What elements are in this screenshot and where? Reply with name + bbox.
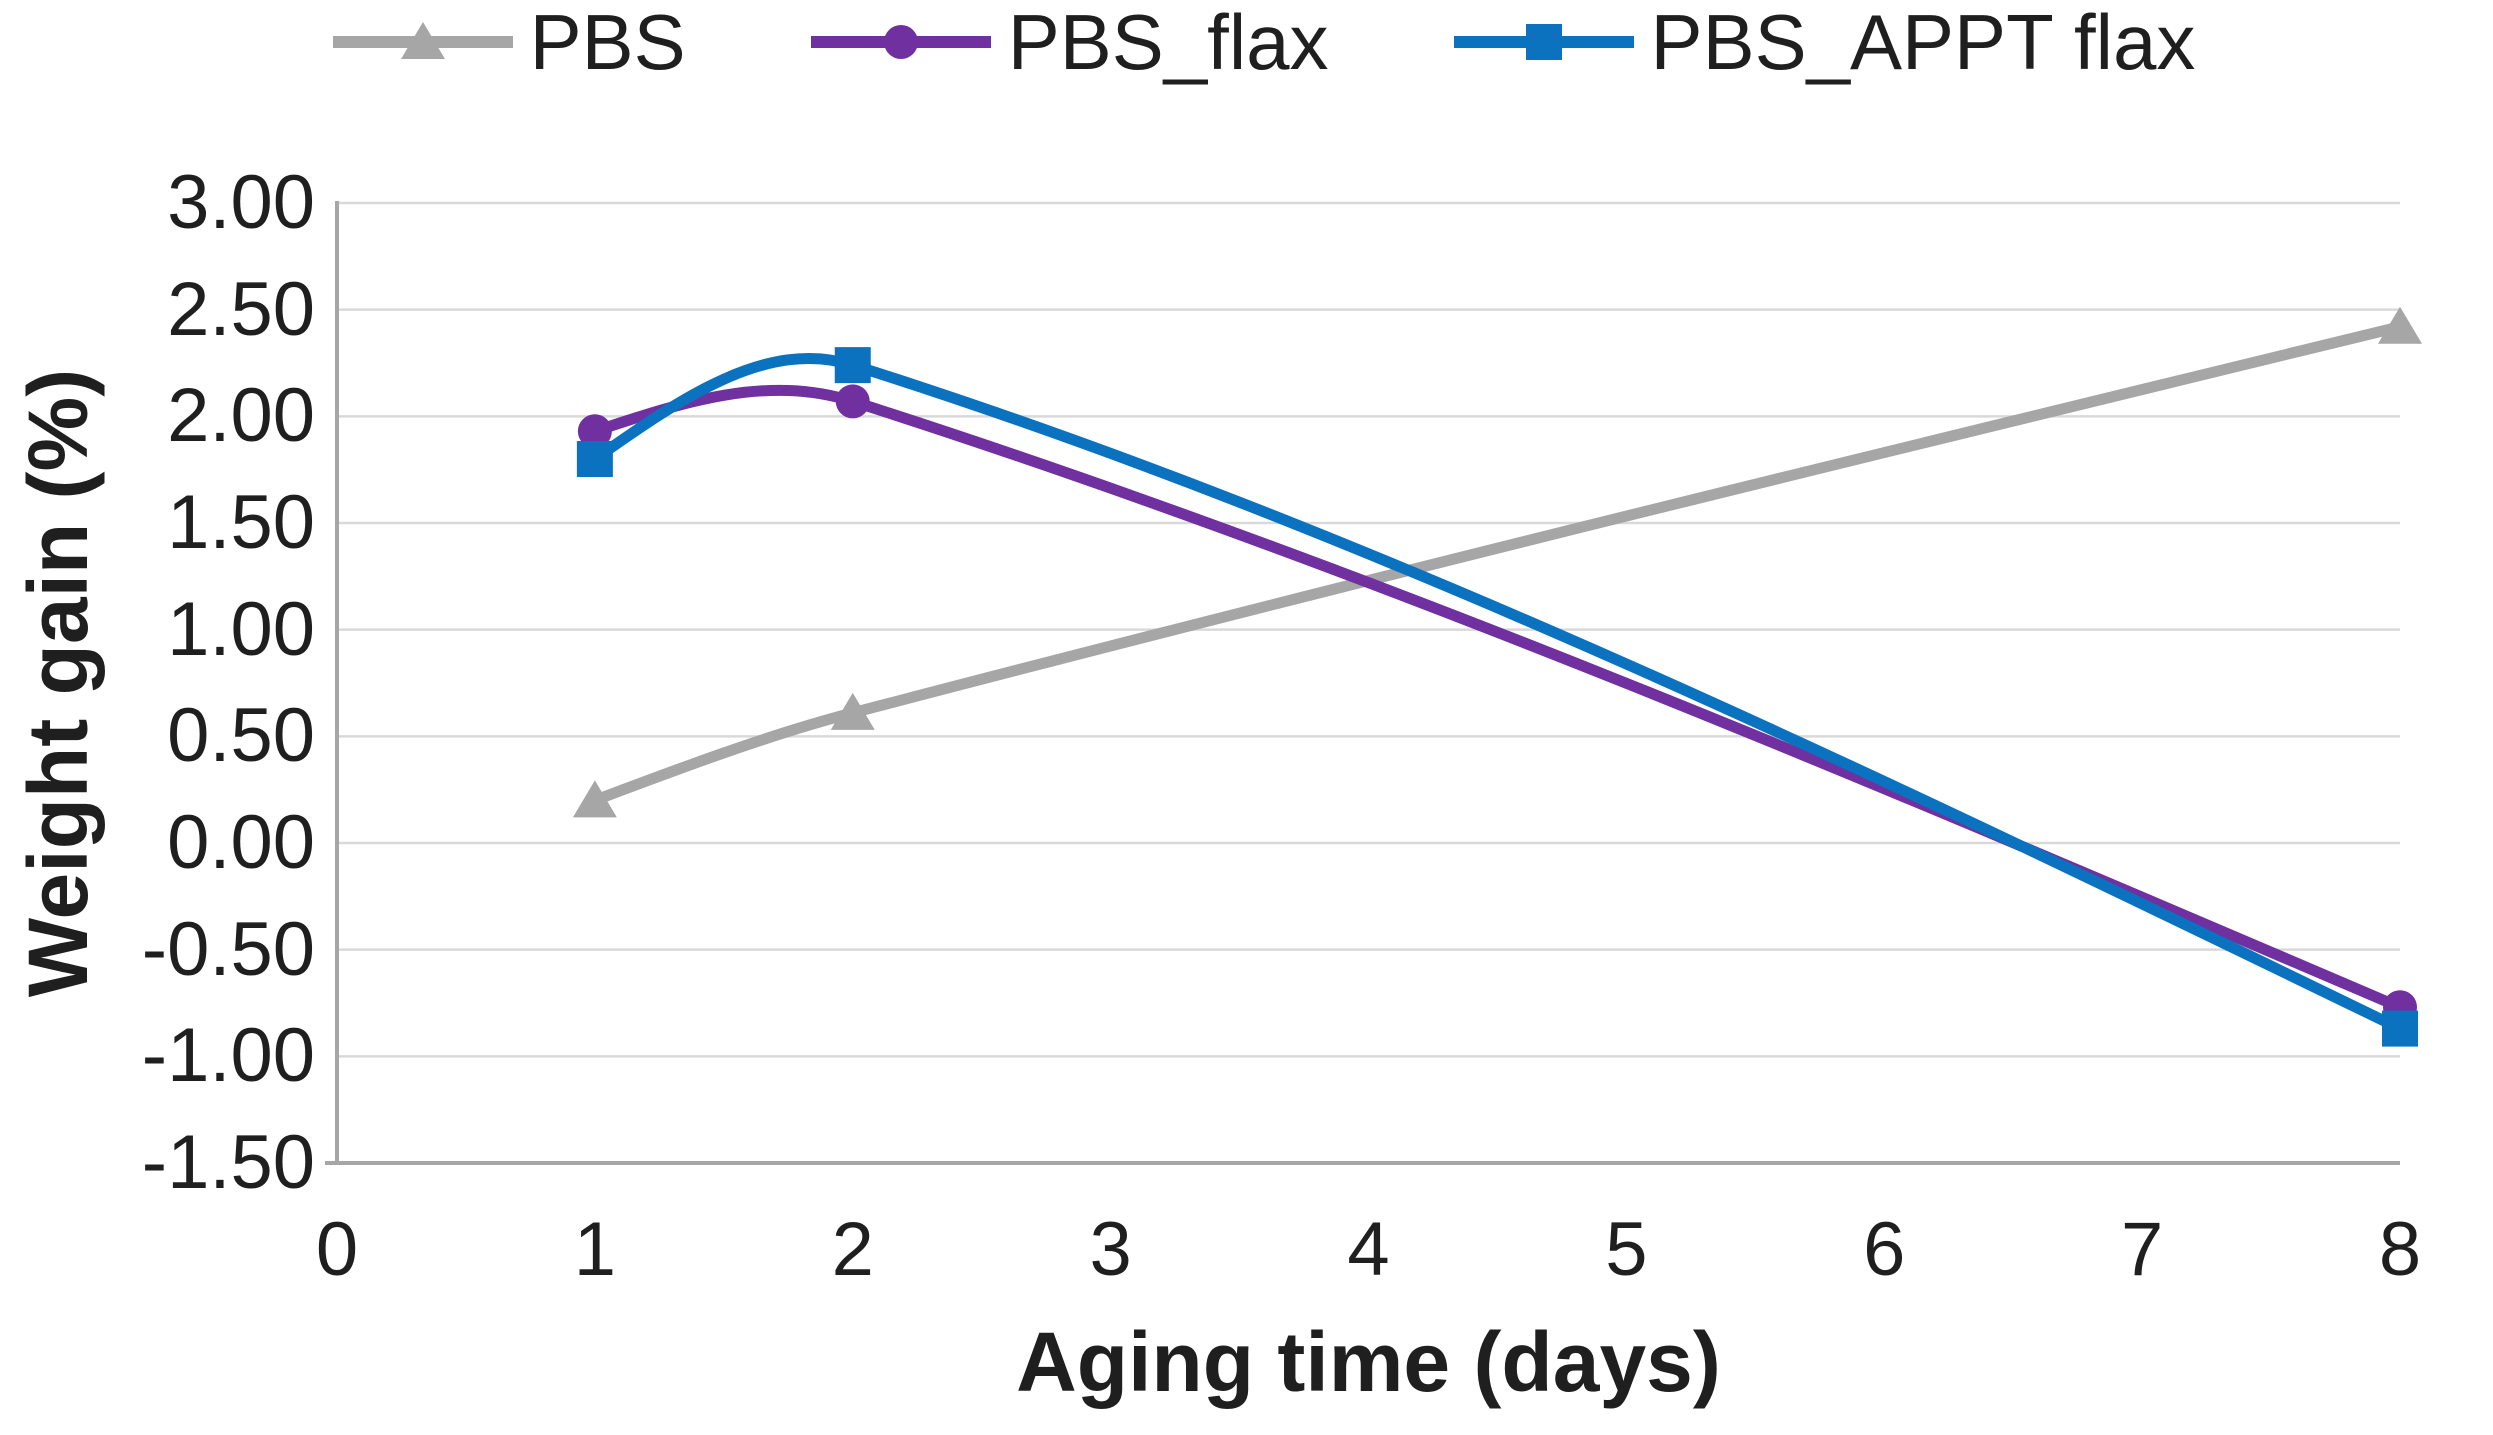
x-tick-label: 6 — [1863, 1207, 1906, 1292]
pbs-triangle-marker-icon — [332, 22, 513, 59]
y-tick-label: 2.00 — [167, 373, 315, 459]
y-tick-label: 1.00 — [167, 586, 315, 672]
y-tick-label: 3.00 — [167, 160, 315, 245]
legend-item-pbs-appt-flax: PBS_APPT flax — [1449, 0, 2196, 86]
x-tick-label: 0 — [315, 1207, 359, 1292]
series-line-PBS_flax — [589, 384, 2406, 1013]
legend-label-pbs-flax: PBS_flax — [1007, 0, 1329, 86]
y-tick-label: 2.50 — [167, 266, 315, 352]
chart-legend: PBS PBS_flax PBS_APPT flax — [0, 2, 2493, 82]
x-tick-label: 7 — [2120, 1207, 2164, 1292]
x-tick-label: 4 — [1347, 1207, 1390, 1292]
y-tick-label: 0.50 — [167, 693, 315, 779]
legend-label-pbs-appt-flax: PBS_APPT flax — [1650, 0, 2196, 86]
series-line-PBS_APPT flax — [589, 352, 2406, 1035]
x-tick-label: 3 — [1089, 1207, 1132, 1292]
x-tick-label: 8 — [2378, 1207, 2422, 1292]
y-tick-label: -1.50 — [141, 1120, 315, 1205]
y-tick-label: 0.00 — [167, 800, 315, 885]
x-tick-label: 1 — [573, 1207, 617, 1292]
pbs-appt-flax-square-marker-icon — [1453, 24, 1634, 60]
y-tick-label: -1.00 — [141, 1013, 315, 1099]
y-tick-label: 1.50 — [167, 480, 315, 565]
x-axis-title: Aging time (days) — [1016, 1315, 1721, 1409]
legend-item-pbs-flax: PBS_flax — [806, 2, 1329, 82]
y-axis-title: Weight gain (%) — [11, 368, 105, 998]
y-tick-label: -0.50 — [141, 906, 315, 992]
x-tick-label: 2 — [831, 1207, 874, 1292]
pbs-flax-circle-marker-icon — [810, 25, 991, 59]
x-tick-label: 5 — [1605, 1207, 1648, 1292]
legend-label-pbs: PBS — [529, 0, 686, 86]
series-line-PBS — [589, 321, 2406, 806]
legend-item-pbs: PBS — [328, 2, 686, 82]
